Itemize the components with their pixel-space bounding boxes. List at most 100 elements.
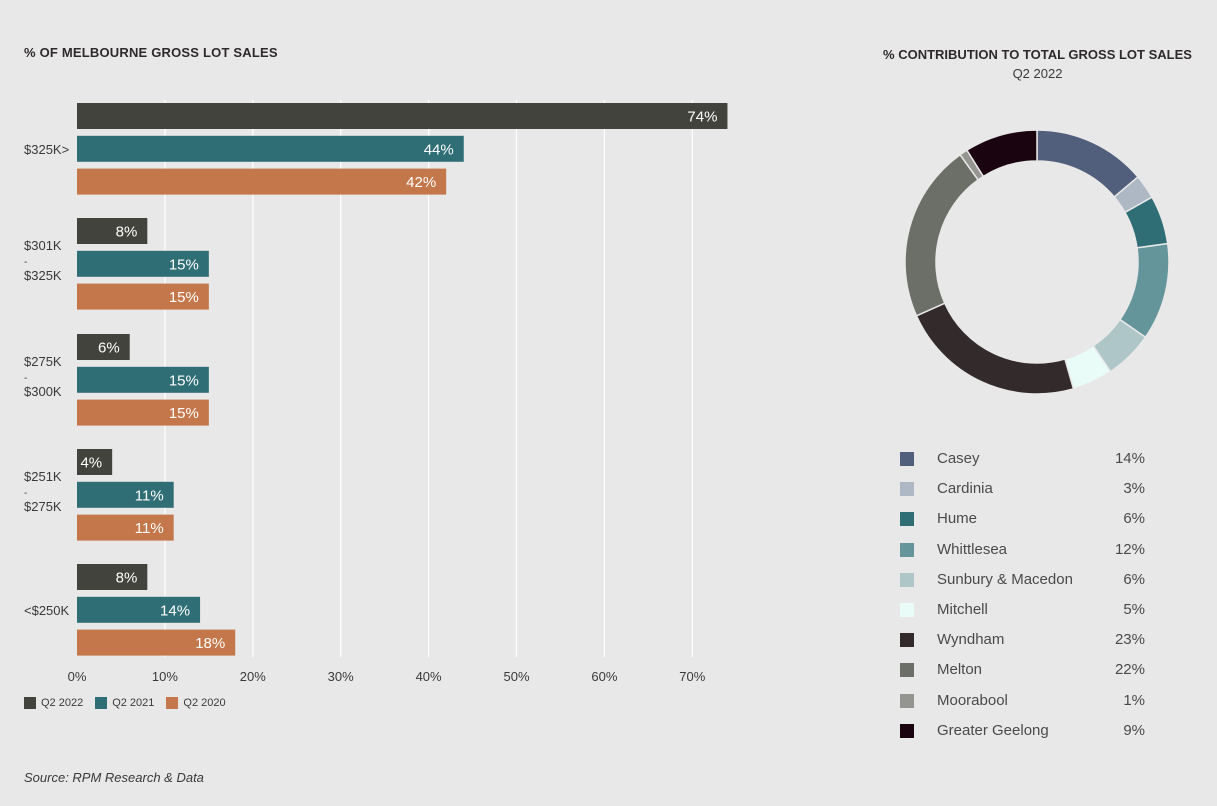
category-label: $300K bbox=[24, 384, 62, 399]
legend-swatch bbox=[900, 482, 914, 497]
legend-item: Q2 2020 bbox=[166, 697, 226, 709]
legend-label: Hume bbox=[937, 510, 978, 528]
legend-swatch bbox=[900, 572, 914, 587]
legend-swatch bbox=[900, 693, 914, 708]
legend-item: Q2 2022 bbox=[24, 697, 83, 709]
bar-q2-2020 bbox=[77, 629, 236, 656]
bar-chart-legend: Q2 2022 Q2 2021 Q2 2020 bbox=[24, 697, 226, 709]
x-tick-label: 50% bbox=[503, 669, 529, 684]
bar-q2-2021 bbox=[77, 366, 209, 393]
bar-data-label: 15% bbox=[169, 256, 199, 273]
bar-data-label: 15% bbox=[169, 405, 199, 422]
legend-swatch bbox=[95, 697, 108, 709]
bar-q2-2022 bbox=[77, 564, 148, 590]
x-tick-label: 0% bbox=[68, 669, 87, 684]
legend-label: Whittlesea bbox=[937, 540, 1008, 558]
bar-q2-2021 bbox=[77, 250, 209, 277]
donut-legend-item: Whittlesea 12% bbox=[900, 539, 1160, 569]
category-label: $325K> bbox=[24, 142, 69, 157]
x-tick-label: 10% bbox=[152, 669, 178, 684]
category-label: <$250K bbox=[24, 603, 70, 618]
donut-legend-item: Moorabool 1% bbox=[900, 690, 1160, 720]
donut-legend-item: Wyndham 23% bbox=[900, 629, 1160, 659]
bar-data-label: 11% bbox=[135, 487, 164, 504]
bar-chart: 0% 10% 20% 30% 40% 50% 60% 70% 74% 44% 42% $325K> 8%… bbox=[24, 100, 728, 684]
bar-q2-2022 bbox=[77, 103, 728, 129]
legend-value: 9% bbox=[1123, 721, 1145, 739]
bar-data-label: 8% bbox=[116, 570, 138, 587]
donut-legend-item: Melton 22% bbox=[900, 659, 1160, 689]
x-tick-label: 30% bbox=[328, 669, 354, 684]
category-label: - bbox=[24, 488, 27, 499]
legend-value: 5% bbox=[1123, 600, 1145, 618]
category-label: $301K bbox=[24, 238, 62, 253]
legend-item: Q2 2021 bbox=[95, 697, 154, 709]
category-label: $275K bbox=[24, 354, 62, 369]
bar-data-label: 15% bbox=[169, 289, 199, 306]
bar-q2-2022 bbox=[77, 449, 113, 475]
legend-swatch bbox=[900, 723, 914, 738]
bar-data-label: 14% bbox=[160, 602, 190, 619]
bar-data-label: 8% bbox=[116, 224, 138, 241]
legend-label: Wyndham bbox=[937, 631, 1005, 649]
category-label: - bbox=[24, 373, 27, 384]
donut-chart-legend: Casey 14% Cardinia 3% Hume 6% Whittlesea 12% Sun… bbox=[900, 448, 1160, 750]
legend-value: 3% bbox=[1123, 480, 1145, 498]
bar-data-label: 42% bbox=[406, 174, 436, 191]
donut-slice-melton bbox=[904, 153, 980, 317]
donut-slice-casey bbox=[1036, 129, 1140, 199]
bar-q2-2021 bbox=[77, 596, 201, 623]
legend-swatch bbox=[900, 542, 914, 557]
category-label: $325K bbox=[24, 268, 62, 283]
bar-q2-2022 bbox=[77, 334, 130, 360]
category-label: $275K bbox=[24, 499, 62, 514]
bar-chart-title: % OF MELBOURNE GROSS LOT SALES bbox=[24, 45, 278, 60]
legend-swatch bbox=[24, 697, 36, 709]
donut-legend-item: Mitchell 5% bbox=[900, 599, 1160, 629]
bar-data-label: 6% bbox=[98, 340, 120, 357]
legend-label: Melton bbox=[937, 661, 983, 679]
bar-data-label: 74% bbox=[687, 109, 717, 126]
donut-chart-title: % CONTRIBUTION TO TOTAL GROSS LOT SALES bbox=[883, 47, 1192, 62]
x-tick-label: 40% bbox=[416, 669, 442, 684]
donut-slice-greater-geelong bbox=[965, 129, 1038, 178]
legend-value: 6% bbox=[1123, 510, 1145, 528]
bar-q2-2021 bbox=[77, 135, 464, 162]
x-tick-label: 60% bbox=[591, 669, 617, 684]
legend-swatch bbox=[900, 633, 914, 648]
donut-legend-item: Greater Geelong 9% bbox=[900, 720, 1160, 750]
bar-data-label: 44% bbox=[424, 141, 454, 158]
legend-swatch bbox=[900, 452, 914, 466]
category-label: - bbox=[24, 257, 27, 268]
donut-legend-item: Hume 6% bbox=[900, 508, 1160, 538]
legend-swatch bbox=[900, 512, 914, 527]
legend-value: 6% bbox=[1123, 570, 1145, 588]
bar-data-label: 18% bbox=[195, 635, 225, 652]
donut-legend-item: Sunbury & Macedon 6% bbox=[900, 569, 1160, 599]
bar-data-label: 4% bbox=[80, 455, 102, 472]
legend-value: 22% bbox=[1114, 661, 1145, 679]
legend-label: Casey bbox=[937, 450, 980, 467]
bar-q2-2020 bbox=[77, 399, 209, 426]
donut-slice-whittlesea bbox=[1118, 242, 1170, 339]
donut-chart-subtitle: Q2 2022 bbox=[1012, 66, 1063, 81]
category-label: $251K bbox=[24, 469, 62, 484]
bar-q2-2022 bbox=[77, 218, 148, 244]
legend-label: Q2 2021 bbox=[112, 697, 155, 709]
donut-slice-wyndham bbox=[915, 302, 1075, 395]
legend-swatch bbox=[900, 663, 914, 678]
legend-label: Cardinia bbox=[937, 480, 993, 498]
bar-q2-2021 bbox=[77, 481, 174, 508]
donut-legend-item: Cardinia 3% bbox=[900, 478, 1160, 508]
legend-label: Sunbury & Macedon bbox=[937, 570, 1073, 588]
legend-value: 12% bbox=[1114, 540, 1145, 558]
legend-label: Q2 2022 bbox=[41, 697, 84, 709]
donut-chart bbox=[904, 129, 1170, 395]
legend-label: Mitchell bbox=[937, 600, 988, 618]
bar-q2-2020 bbox=[77, 168, 447, 195]
bar-q2-2020 bbox=[77, 514, 174, 541]
legend-swatch bbox=[900, 602, 914, 617]
legend-label: Moorabool bbox=[937, 691, 1008, 709]
legend-value: 23% bbox=[1114, 631, 1145, 649]
legend-label: Greater Geelong bbox=[937, 721, 1049, 739]
